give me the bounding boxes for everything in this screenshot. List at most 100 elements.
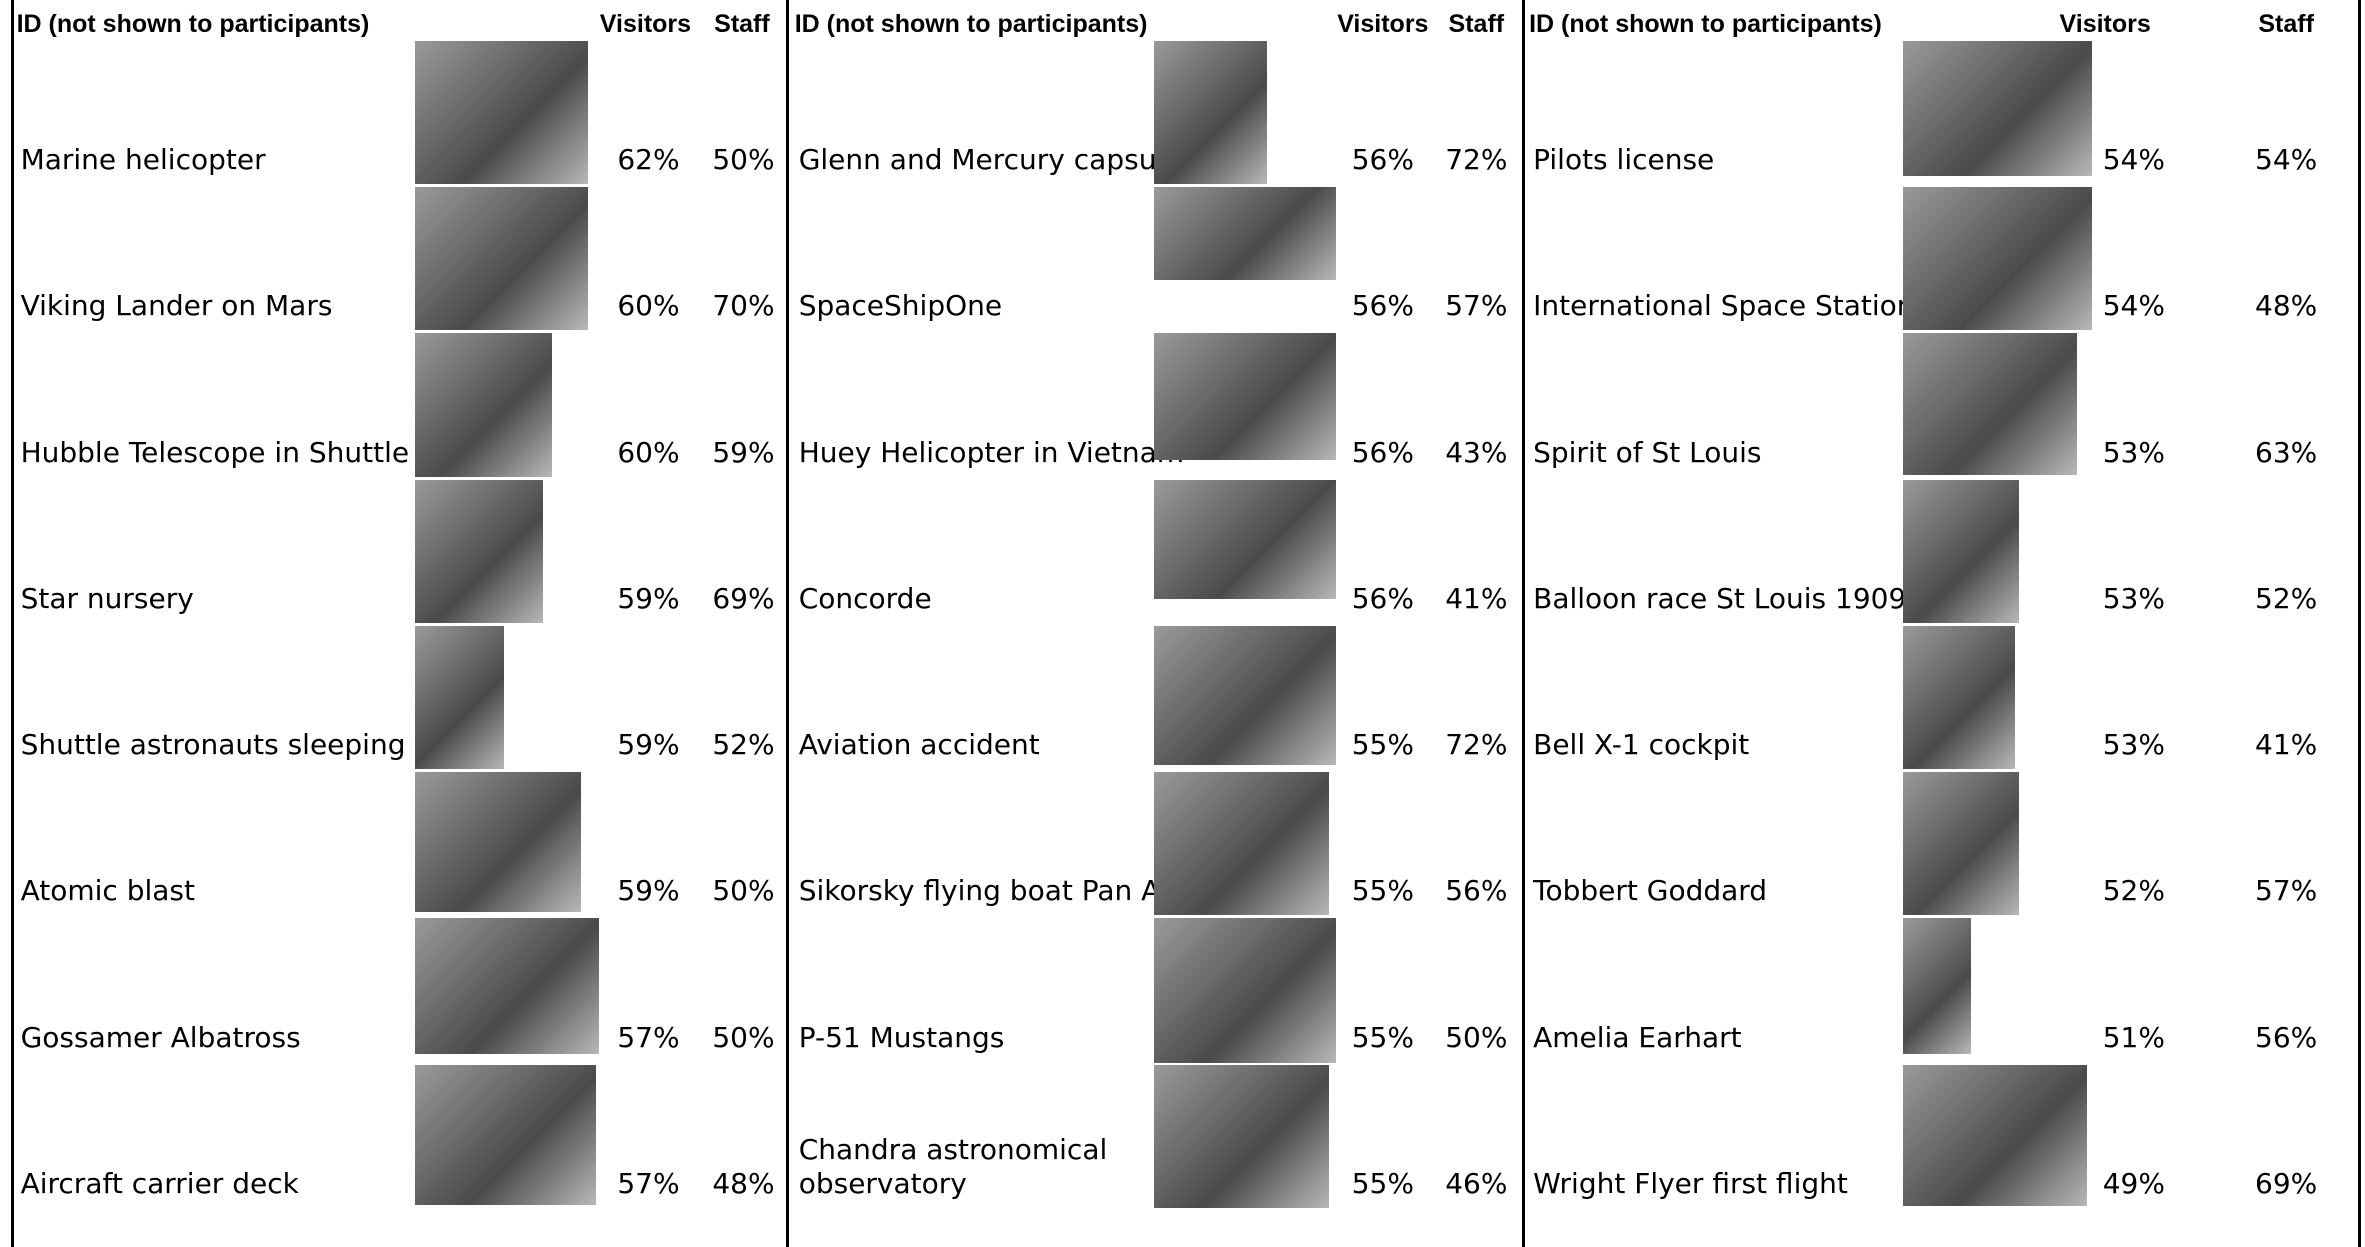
visitors-pct: 60% <box>617 333 679 469</box>
photo <box>1903 1065 2087 1207</box>
visitors-pct: 62% <box>617 41 679 177</box>
header-id: ID (not shown to participants) <box>17 10 370 39</box>
staff-pct: 50% <box>712 918 774 1054</box>
item-label: Bell X-1 cockpit <box>1533 626 1749 762</box>
staff-pct: 56% <box>2255 918 2317 1054</box>
staff-pct: 48% <box>2255 187 2317 323</box>
visitors-pct: 55% <box>1352 1065 1414 1201</box>
item-label: Tobbert Goddard <box>1533 772 1767 908</box>
staff-pct: 50% <box>1445 918 1507 1054</box>
item-label: Amelia Earhart <box>1533 918 1742 1054</box>
item-label: Spirit of St Louis <box>1533 333 1761 469</box>
photo <box>1903 626 2015 769</box>
header-id: ID (not shown to participants) <box>795 10 1148 39</box>
photo <box>1154 480 1336 599</box>
photo <box>1903 187 2092 330</box>
staff-pct: 70% <box>712 187 774 323</box>
photo <box>1154 187 1336 280</box>
photo <box>1903 333 2076 475</box>
visitors-pct: 60% <box>617 187 679 323</box>
staff-pct: 72% <box>1445 626 1507 762</box>
staff-pct: 46% <box>1445 1065 1507 1201</box>
header-staff: Staff <box>714 10 770 39</box>
photo <box>1154 772 1329 915</box>
visitors-pct: 56% <box>1352 480 1414 616</box>
item-label: Shuttle astronauts sleeping <box>21 626 406 762</box>
item-label: Atomic blast <box>21 772 195 908</box>
staff-pct: 52% <box>2255 480 2317 616</box>
visitors-pct: 53% <box>2103 626 2165 762</box>
header-visitors: Visitors <box>600 10 691 39</box>
visitors-pct: 57% <box>617 1065 679 1201</box>
page: (() => { const data = JSON.parse(documen… <box>0 0 2365 1247</box>
visitors-pct: 55% <box>1352 626 1414 762</box>
visitors-pct: 53% <box>2103 480 2165 616</box>
visitors-pct: 59% <box>617 626 679 762</box>
item-label: Viking Lander on Mars <box>21 187 333 323</box>
item-label: Huey Helicopter in Vietnam <box>799 333 1184 469</box>
visitors-pct: 54% <box>2103 41 2165 177</box>
visitors-pct: 52% <box>2103 772 2165 908</box>
staff-pct: 69% <box>712 480 774 616</box>
photo <box>415 918 599 1054</box>
visitors-pct: 55% <box>1352 772 1414 908</box>
item-label: Pilots license <box>1533 41 1714 177</box>
photo <box>415 1065 596 1205</box>
visitors-pct: 56% <box>1352 333 1414 469</box>
divider <box>2358 0 2361 1247</box>
photo <box>415 772 581 912</box>
staff-pct: 56% <box>1445 772 1507 908</box>
item-label: Balloon race St Louis 1909 <box>1533 480 1906 616</box>
item-label: Hubble Telescope in Shuttle <box>21 333 410 469</box>
item-label: Sikorsky flying boat Pan Am <box>799 772 1188 908</box>
item-label: Chandra astronomical observatory <box>799 1065 1129 1201</box>
photo <box>415 41 588 184</box>
item-label: Wright Flyer first flight <box>1533 1065 1848 1201</box>
header-visitors: Visitors <box>2060 10 2151 39</box>
header-staff: Staff <box>2258 10 2314 39</box>
staff-pct: 57% <box>2255 772 2317 908</box>
photo <box>1154 1065 1329 1208</box>
photo <box>415 333 552 476</box>
item-label: Marine helicopter <box>21 41 266 177</box>
photo <box>1903 918 1971 1054</box>
photo <box>415 480 543 623</box>
staff-pct: 63% <box>2255 333 2317 469</box>
item-label: Concorde <box>799 480 932 616</box>
item-label: Aviation accident <box>799 626 1040 762</box>
staff-pct: 54% <box>2255 41 2317 177</box>
item-label: SpaceShipOne <box>799 187 1002 323</box>
staff-pct: 59% <box>712 333 774 469</box>
visitors-pct: 53% <box>2103 333 2165 469</box>
staff-pct: 41% <box>2255 626 2317 762</box>
visitors-pct: 59% <box>617 480 679 616</box>
photo <box>1154 41 1267 184</box>
staff-pct: 69% <box>2255 1065 2317 1201</box>
visitors-pct: 59% <box>617 772 679 908</box>
visitors-pct: 51% <box>2103 918 2165 1054</box>
visitors-pct: 54% <box>2103 187 2165 323</box>
item-label: Glenn and Mercury capsule <box>799 41 1182 177</box>
photo <box>1154 626 1336 765</box>
item-label: Star nursery <box>21 480 194 616</box>
visitors-pct: 49% <box>2103 1065 2165 1201</box>
item-label: International Space Station <box>1533 187 1914 323</box>
item-label: Gossamer Albatross <box>21 918 301 1054</box>
photo <box>1903 480 2019 623</box>
divider <box>786 0 789 1247</box>
header-visitors: Visitors <box>1337 10 1428 39</box>
staff-pct: 57% <box>1445 187 1507 323</box>
item-label: Aircraft carrier deck <box>21 1065 299 1201</box>
staff-pct: 43% <box>1445 333 1507 469</box>
staff-pct: 52% <box>712 626 774 762</box>
photo <box>1903 41 2092 177</box>
item-label: P-51 Mustangs <box>799 918 1005 1054</box>
divider <box>1522 0 1525 1247</box>
staff-pct: 41% <box>1445 480 1507 616</box>
photo <box>1903 772 2019 915</box>
divider <box>11 0 14 1247</box>
photo <box>415 626 504 769</box>
visitors-pct: 56% <box>1352 187 1414 323</box>
photo <box>1154 333 1336 460</box>
staff-pct: 50% <box>712 772 774 908</box>
